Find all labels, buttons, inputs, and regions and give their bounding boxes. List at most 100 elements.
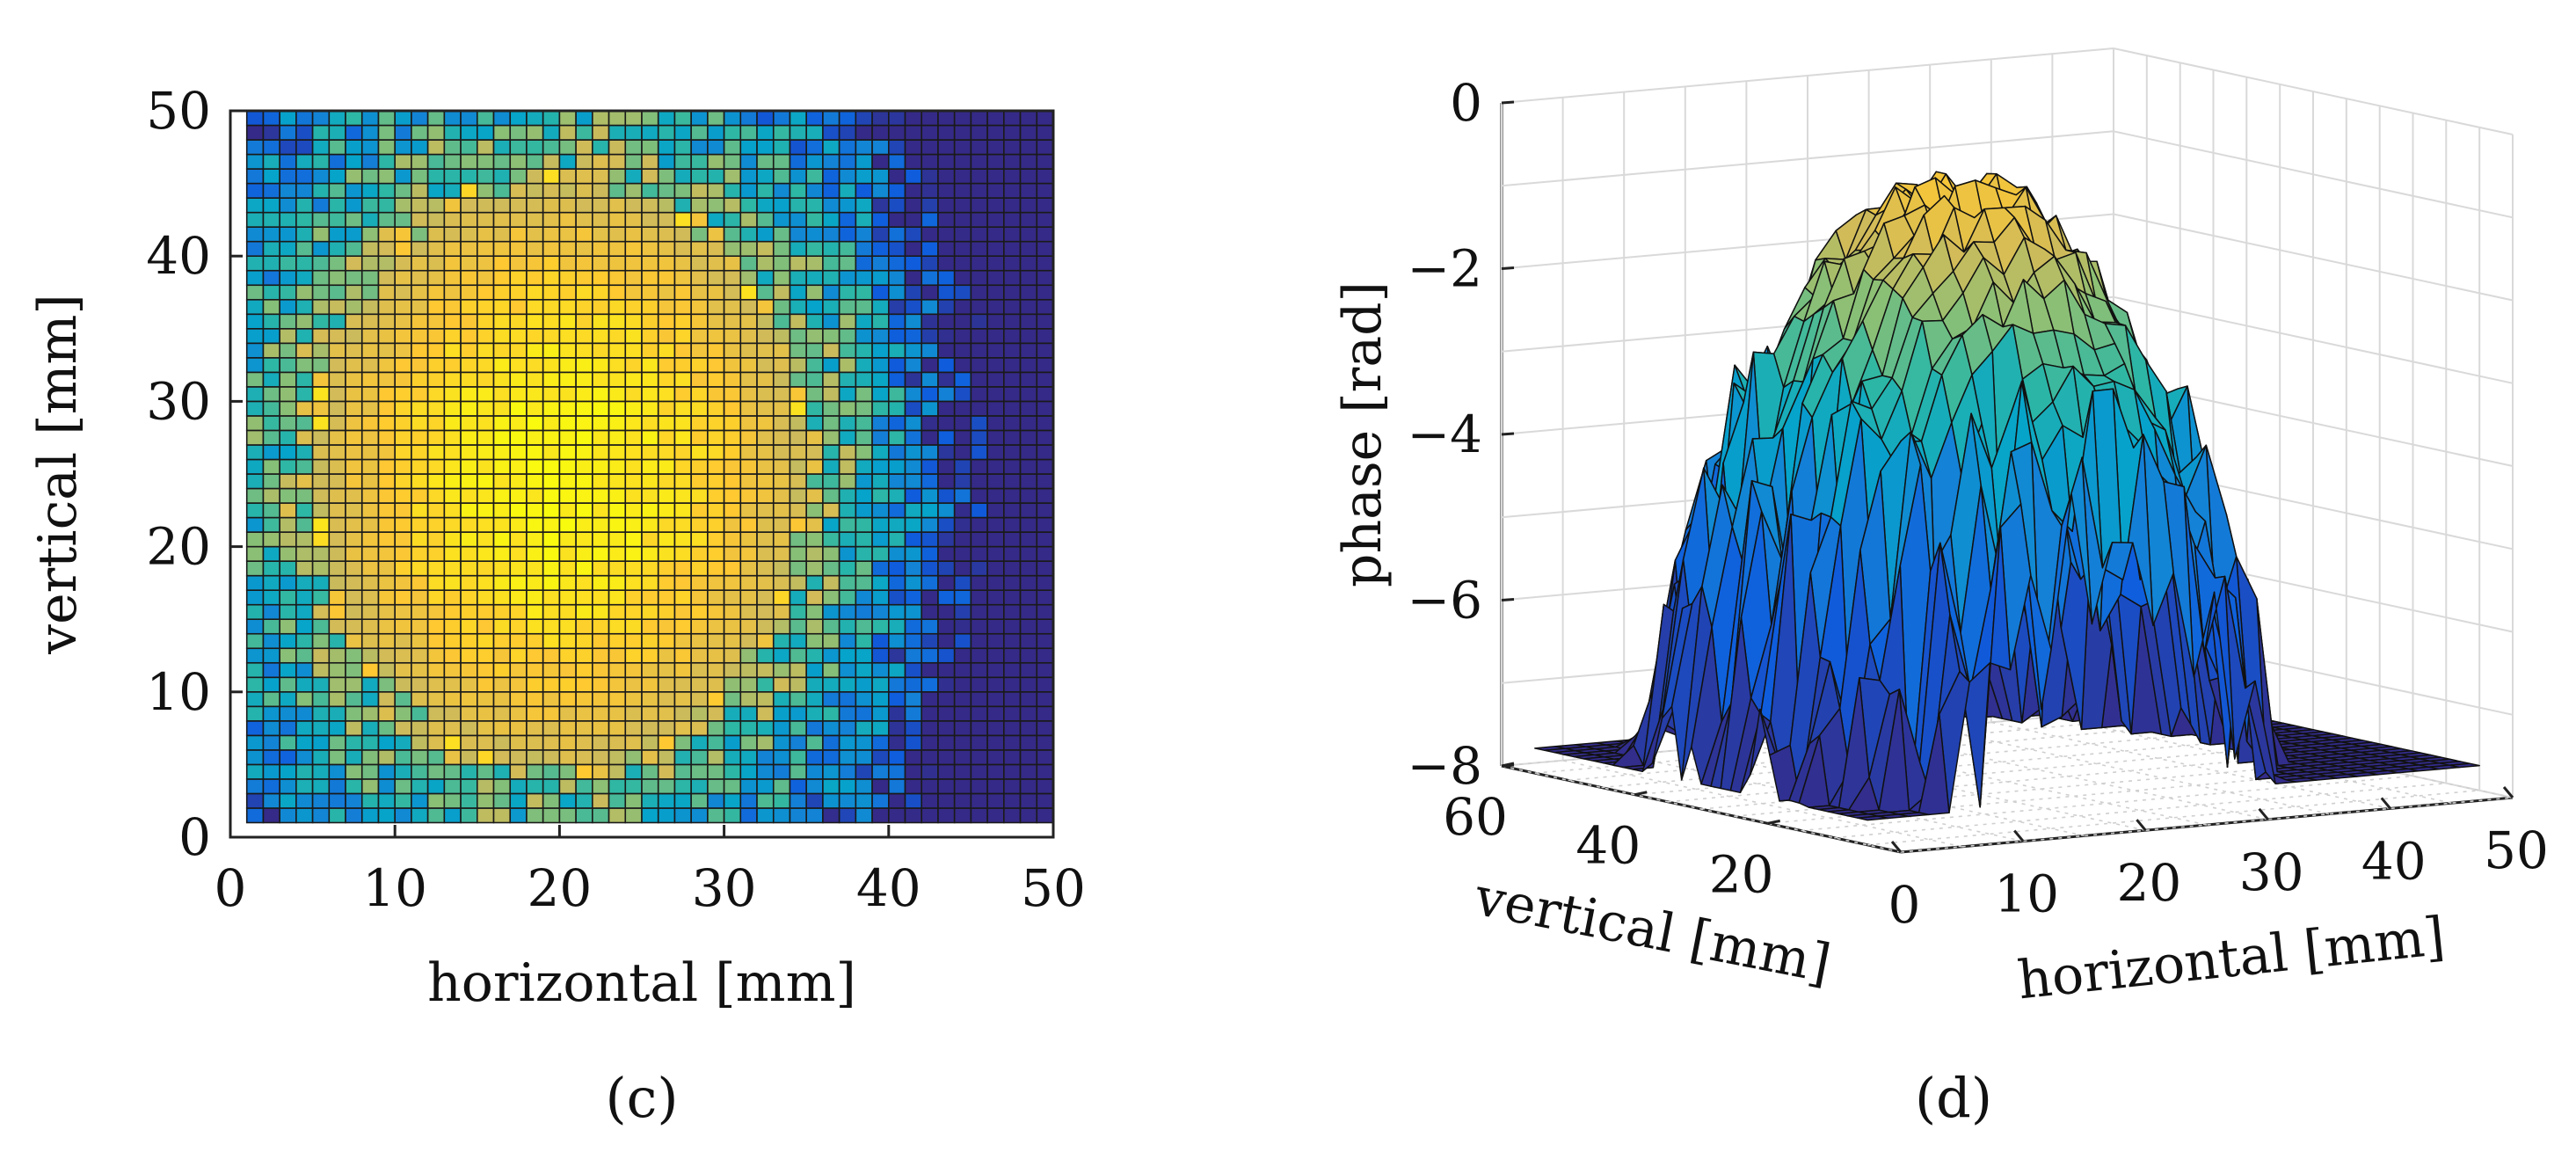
- heatmap-cell: [871, 342, 890, 359]
- heatmap-cell: [789, 690, 807, 708]
- heatmap-cell: [526, 632, 544, 650]
- heatmap-cell: [1019, 386, 1038, 403]
- heatmap-cell: [460, 240, 478, 257]
- heatmap-cell: [592, 327, 610, 345]
- heatmap-cell: [245, 444, 265, 461]
- heatmap-cell: [558, 647, 577, 664]
- heatmap-cell: [558, 487, 577, 504]
- heatmap-cell: [937, 124, 956, 141]
- heatmap-cell: [904, 269, 923, 287]
- heatmap-cell: [1003, 298, 1022, 316]
- heatmap-cell: [295, 386, 314, 403]
- heatmap-cell: [921, 153, 939, 170]
- heatmap-cell: [245, 531, 265, 548]
- heatmap-cell: [1019, 516, 1038, 533]
- heatmap-cell: [608, 778, 627, 795]
- heatmap-cell: [311, 182, 331, 199]
- heatmap-cell: [542, 327, 561, 345]
- heatmap-cell: [608, 415, 627, 432]
- heatmap-cell: [789, 255, 807, 272]
- heatmap-cell: [805, 502, 824, 519]
- heatmap-cell: [558, 690, 577, 708]
- heatmap-cell: [460, 298, 478, 316]
- heatmap-cell: [970, 574, 988, 591]
- heatmap-cell: [526, 110, 544, 127]
- heatmap-cell: [608, 182, 627, 199]
- heatmap-cell: [245, 458, 265, 475]
- heatmap-cell: [360, 749, 380, 766]
- heatmap-cell: [1019, 429, 1038, 446]
- heatmap-cell: [937, 603, 956, 620]
- heatmap-cell: [673, 415, 692, 432]
- heatmap-cell: [624, 690, 643, 708]
- heatmap-cell: [657, 661, 676, 679]
- heatmap-cell: [328, 647, 346, 664]
- heatmap-cell: [526, 255, 544, 272]
- heatmap-cell: [822, 807, 840, 824]
- heatmap-cell: [871, 371, 890, 388]
- heatmap-cell: [855, 676, 873, 693]
- heatmap-cell: [295, 255, 314, 272]
- heatmap-cell: [641, 603, 659, 620]
- heatmap-cell: [1003, 429, 1022, 446]
- heatmap-cell: [443, 342, 462, 359]
- heatmap-cell: [707, 720, 725, 737]
- heatmap-cell: [360, 284, 380, 301]
- heatmap-cell: [394, 458, 412, 475]
- heatmap-cell: [772, 371, 791, 388]
- heatmap-cell: [411, 720, 429, 737]
- heatmap-cell: [1003, 357, 1022, 374]
- heatmap-cell: [986, 182, 1005, 199]
- heatmap-cell: [476, 400, 495, 417]
- heatmap-cell: [311, 400, 331, 417]
- heatmap-cell: [443, 502, 462, 519]
- heatmap-cell: [707, 182, 725, 199]
- heatmap-cell: [295, 705, 314, 722]
- heatmap-cell: [855, 153, 873, 170]
- heatmap-cell: [838, 386, 857, 403]
- heatmap-cell: [953, 327, 972, 345]
- heatmap-cell: [492, 661, 512, 679]
- heatmap-cell: [723, 807, 742, 824]
- heatmap-cell: [772, 269, 791, 287]
- heatmap-cell: [509, 763, 528, 780]
- heatmap-cell: [1019, 415, 1038, 432]
- heatmap-cell: [558, 298, 577, 316]
- heatmap-cell: [624, 269, 643, 287]
- heatmap-cell: [328, 444, 346, 461]
- heatmap-cell: [262, 720, 280, 737]
- heatmap-cell: [608, 255, 627, 272]
- heatmap-cell: [526, 603, 544, 620]
- heatmap-cell: [476, 487, 495, 504]
- heatmap-cell: [690, 429, 709, 446]
- heatmap-cell: [411, 618, 429, 635]
- heatmap-cell: [245, 763, 265, 780]
- heatmap-cell: [641, 574, 659, 591]
- heatmap-cell: [723, 153, 742, 170]
- heatmap-cell: [657, 240, 676, 257]
- heatmap-cell: [690, 807, 709, 824]
- heatmap-cell: [904, 327, 923, 345]
- heatmap-cell: [789, 226, 807, 243]
- heatmap-cell: [986, 632, 1005, 650]
- heatmap-cell: [1019, 589, 1038, 606]
- heatmap-cell: [690, 110, 709, 127]
- heatmap-cell: [295, 473, 314, 490]
- heatmap-cell: [1019, 734, 1038, 751]
- heatmap-x-tick-label: 30: [692, 858, 757, 918]
- heatmap-cell: [575, 749, 593, 766]
- heatmap-cell: [509, 618, 528, 635]
- heatmap-cell: [822, 429, 840, 446]
- heatmap-cell: [394, 327, 412, 345]
- heatmap-cell: [377, 749, 397, 766]
- heatmap-cell: [739, 444, 758, 461]
- heatmap-cell: [1036, 153, 1054, 170]
- heatmap-cell: [707, 589, 725, 606]
- heatmap-cell: [789, 632, 807, 650]
- heatmap-cell: [772, 473, 791, 490]
- heatmap-cell: [707, 168, 725, 185]
- heatmap-cell: [953, 603, 972, 620]
- heatmap-cell: [805, 720, 824, 737]
- heatmap-cell: [262, 763, 280, 780]
